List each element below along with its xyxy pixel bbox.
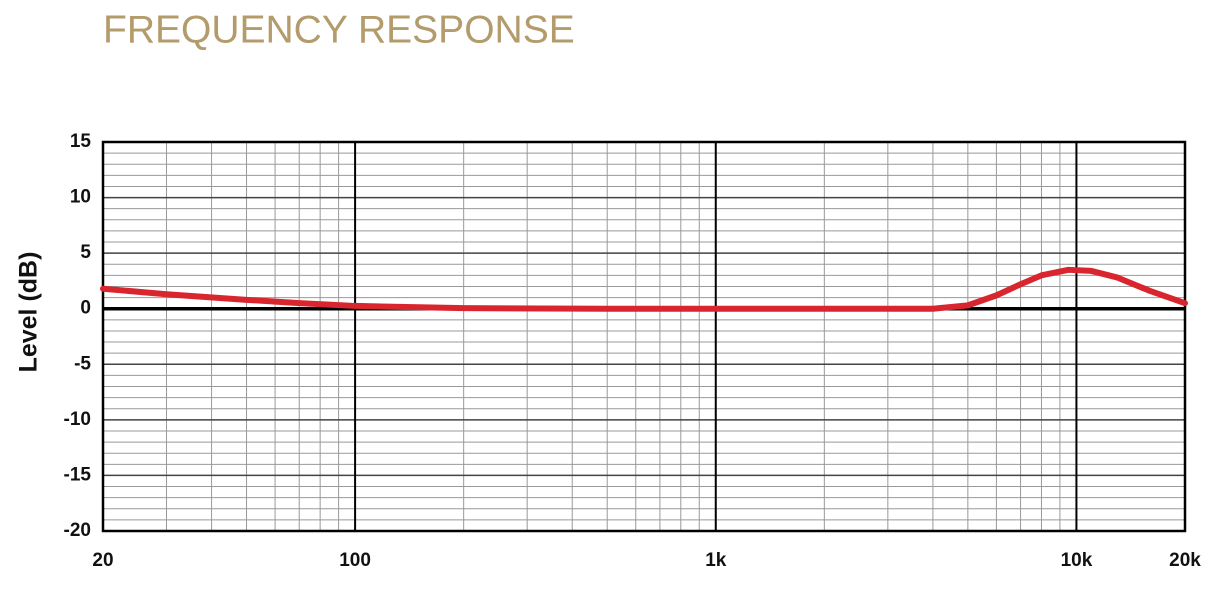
y-tick-label: 5 bbox=[80, 242, 91, 263]
x-tick-label: 20 bbox=[92, 550, 113, 571]
y-tick-label: 10 bbox=[70, 187, 91, 208]
plot-border bbox=[101, 140, 1187, 533]
chart-title: FREQUENCY RESPONSE bbox=[103, 8, 575, 51]
y-tick-label: -15 bbox=[64, 464, 92, 485]
x-tick-label: 100 bbox=[339, 550, 371, 571]
y-tick-label: -10 bbox=[64, 409, 91, 430]
y-tick-label: 0 bbox=[80, 298, 91, 319]
response-line bbox=[100, 266, 1188, 312]
y-tick-label: -20 bbox=[64, 520, 91, 541]
y-tick-label: 15 bbox=[70, 131, 92, 152]
x-tick-label: 1k bbox=[705, 550, 727, 571]
x-tick-label: 10k bbox=[1061, 550, 1093, 571]
y-axis-label: Level (dB) bbox=[15, 252, 43, 373]
x-tick-label: 20k bbox=[1169, 550, 1201, 571]
y-tick-label: -5 bbox=[74, 353, 91, 374]
